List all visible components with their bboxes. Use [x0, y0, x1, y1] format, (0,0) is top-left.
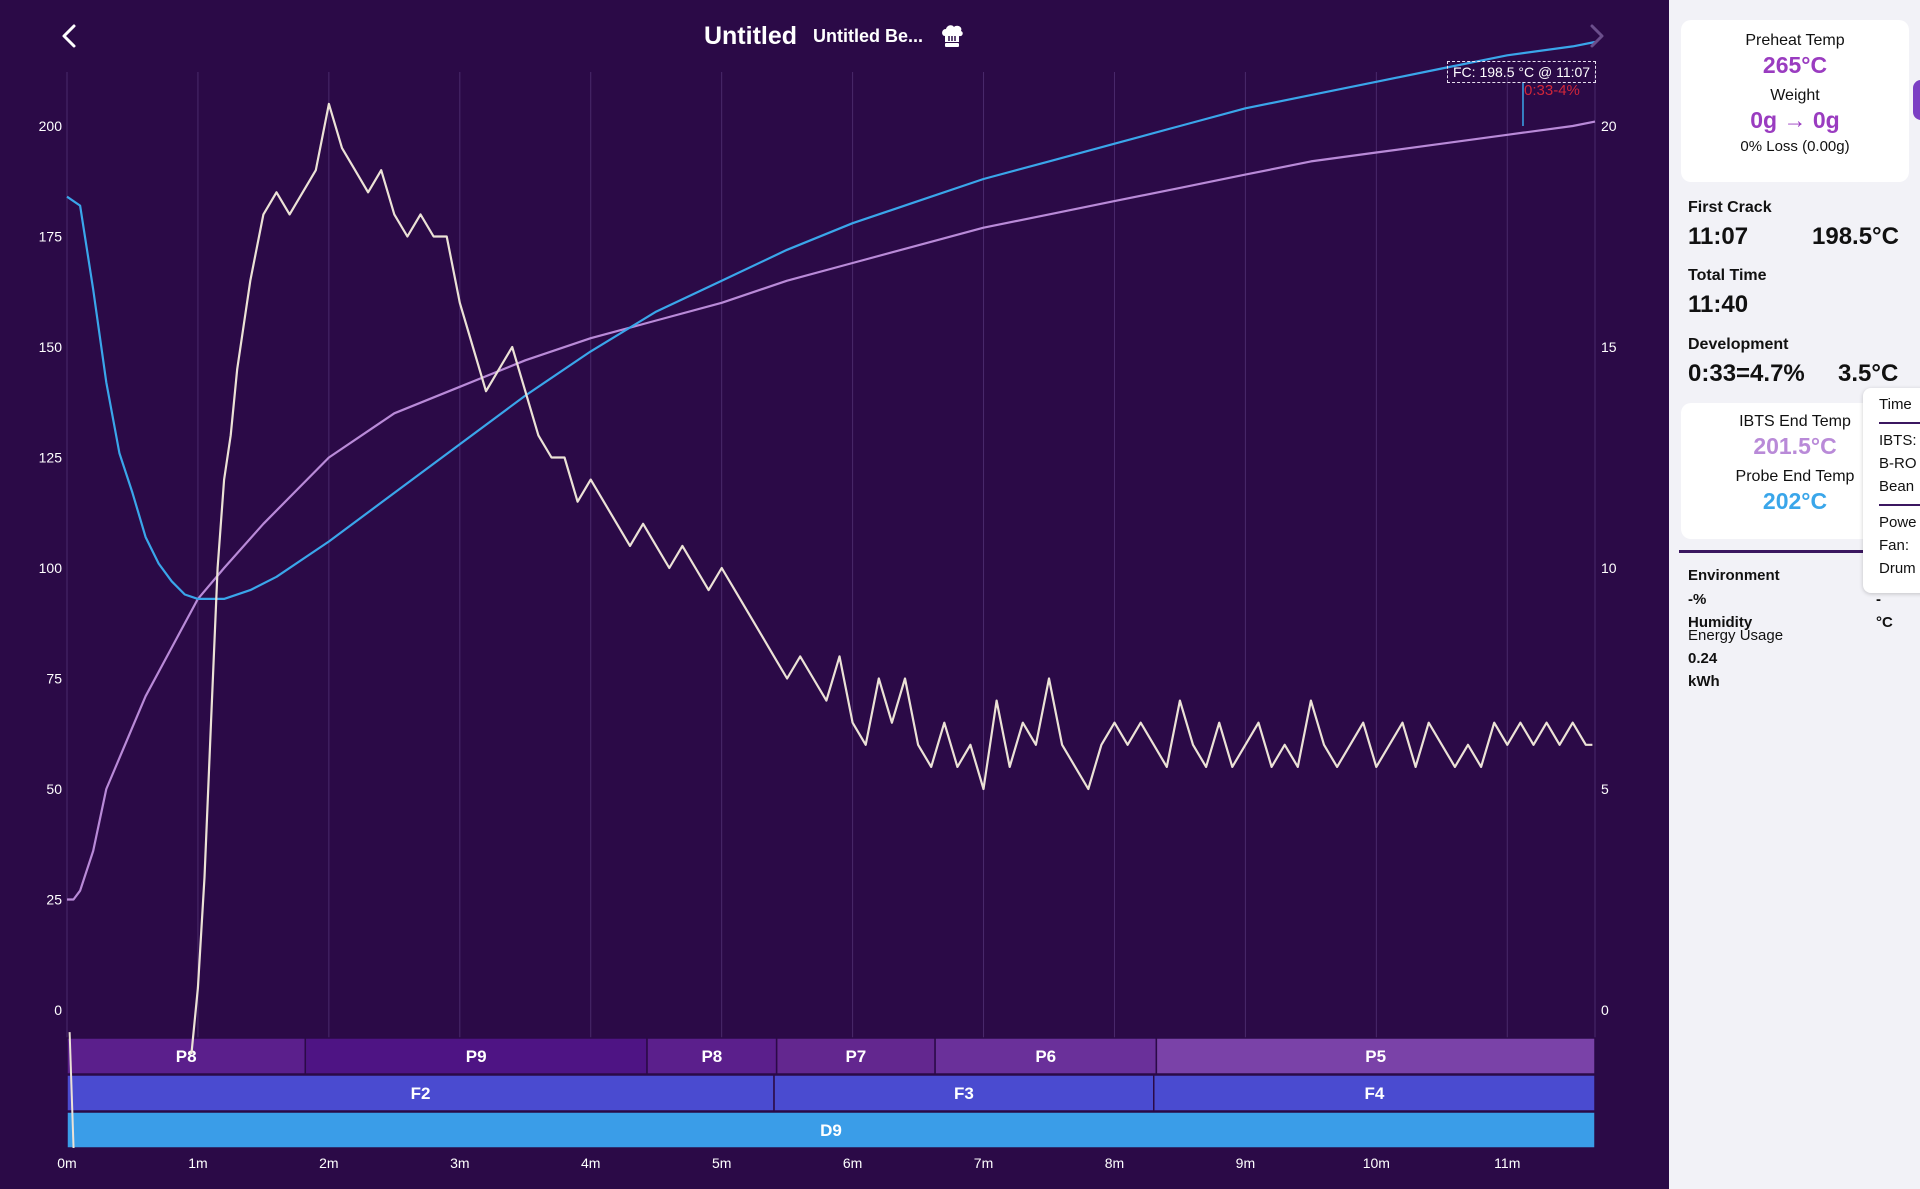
- preheat-weight-card: Preheat Temp 265°C Weight 0g → 0g 0% Los…: [1681, 20, 1909, 182]
- power-band-segment: [775, 1037, 936, 1075]
- y2-tick-label: 0: [1601, 1002, 1609, 1018]
- y2-tick-label: 20: [1601, 118, 1617, 134]
- weight-label: Weight: [1770, 87, 1820, 104]
- x-tick-label: 6m: [843, 1155, 862, 1171]
- y2-tick-label: 10: [1601, 560, 1617, 576]
- first-crack-temp: 198.5°C: [1812, 223, 1899, 250]
- power-band-segment: [1155, 1037, 1596, 1075]
- popover-fan: Fan:: [1879, 537, 1910, 554]
- forward-button[interactable]: [1578, 18, 1614, 54]
- y-tick-label: 200: [39, 118, 63, 134]
- x-tick-label: 3m: [450, 1155, 469, 1171]
- power-band-segment-label: P9: [466, 1047, 487, 1066]
- drum-band-segment-label: D9: [820, 1121, 842, 1140]
- bean-name[interactable]: Untitled Be...: [813, 25, 924, 46]
- humidity-value: -%: [1688, 591, 1707, 608]
- chevron-right-icon: [1590, 24, 1604, 48]
- x-tick-label: 7m: [974, 1155, 993, 1171]
- popover-separator: [1879, 422, 1920, 424]
- popover-time: Time: [1879, 396, 1912, 413]
- panel-tab-handle[interactable]: [1913, 80, 1920, 120]
- first-crack-label: First Crack: [1688, 199, 1772, 216]
- x-tick-label: 11m: [1494, 1155, 1520, 1171]
- roast-summary-panel: Preheat Temp 265°C Weight 0g → 0g 0% Los…: [1669, 0, 1920, 1189]
- power-band-segment: [934, 1037, 1158, 1075]
- ror-start-line: [68, 1032, 75, 1149]
- popover-bean: Bean: [1879, 478, 1915, 495]
- env-temp-value: -: [1876, 591, 1881, 608]
- y-tick-label: 100: [39, 560, 63, 576]
- y2-tick-label: 15: [1601, 339, 1617, 355]
- energy-unit: kWh: [1688, 673, 1720, 690]
- fan-band-segment-label: F4: [1364, 1084, 1384, 1103]
- roast-chart[interactable]: 0 25 50 75 100 125 150 175 200 0 5 10 15 20 P8 P9 P8 P7 P6…: [0, 0, 1669, 1189]
- energy-value: 0.24: [1688, 650, 1718, 667]
- y-tick-label: 0: [54, 1002, 62, 1018]
- power-band-segment-label: P8: [176, 1047, 197, 1066]
- y2-tick-label: 5: [1601, 781, 1609, 797]
- probe-end-value: 202°C: [1762, 488, 1828, 514]
- x-tick-label: 8m: [1105, 1155, 1124, 1171]
- env-temp-unit: °C: [1876, 614, 1893, 631]
- humidity-label: Humidity: [1688, 614, 1753, 631]
- drum-band-segment: [66, 1111, 1596, 1149]
- power-band-segment: [304, 1037, 648, 1075]
- weight-loss: 0% Loss (0.00g): [1740, 138, 1850, 155]
- fan-band-segment-label: F3: [954, 1084, 974, 1103]
- chart-header: Untitled Untitled Be...: [0, 18, 1669, 54]
- roast-title[interactable]: Untitled: [703, 21, 798, 50]
- popover-separator: [1879, 504, 1920, 506]
- x-tick-label: 9m: [1236, 1155, 1255, 1171]
- fan-band-segment: [66, 1074, 775, 1112]
- power-band-segment-label: P5: [1365, 1047, 1386, 1066]
- probe-series-line: [66, 40, 1596, 601]
- y-tick-label: 175: [39, 229, 63, 245]
- x-tick-label: 0m: [57, 1155, 76, 1171]
- power-band-segment: [646, 1037, 778, 1075]
- chevron-left-icon: [62, 24, 76, 48]
- back-button[interactable]: [52, 18, 88, 54]
- y-tick-label: 75: [46, 671, 62, 687]
- first-crack-time: 11:07: [1688, 223, 1749, 250]
- weight-value[interactable]: 0g → 0g: [1750, 107, 1840, 133]
- x-tick-label: 1m: [188, 1155, 207, 1171]
- y-tick-label: 125: [39, 450, 63, 466]
- chef-hat-icon[interactable]: [939, 23, 965, 49]
- first-crack-marker-label[interactable]: FC: 198.5 °C @ 11:07: [1447, 61, 1597, 83]
- development-label: Development: [1688, 336, 1789, 353]
- power-band-segment-label: P6: [1035, 1047, 1056, 1066]
- y-tick-label: 25: [46, 892, 62, 908]
- x-tick-label: 4m: [581, 1155, 600, 1171]
- ibts-end-label: IBTS End Temp: [1739, 413, 1851, 430]
- preheat-value: 265°C: [1762, 52, 1828, 78]
- x-tick-label: 5m: [712, 1155, 731, 1171]
- popover-drum: Drum: [1879, 560, 1916, 577]
- ror-series-line: [190, 102, 1593, 1055]
- x-tick-label: 10m: [1363, 1155, 1390, 1171]
- development-marker-label: 0:33-4%: [1524, 82, 1580, 99]
- fan-band-segment: [1153, 1074, 1596, 1112]
- x-tick-label: 2m: [319, 1155, 338, 1171]
- probe-end-label: Probe End Temp: [1735, 468, 1855, 485]
- total-time-label: Total Time: [1688, 267, 1767, 284]
- bean-series-line: [67, 120, 1596, 901]
- development-value: 0:33=4.7%: [1688, 360, 1805, 387]
- popover-power: Powe: [1879, 514, 1917, 531]
- power-band-segment-label: P7: [845, 1047, 866, 1066]
- tooltip-popover[interactable]: Time IBTS: B-RO Bean Powe Fan: Drum: [1863, 388, 1920, 593]
- preheat-label: Preheat Temp: [1745, 32, 1845, 49]
- panel-divider: [1679, 550, 1879, 553]
- total-time-value: 11:40: [1688, 291, 1749, 318]
- fan-band-segment-label: F2: [411, 1084, 431, 1103]
- y-tick-label: 50: [46, 781, 62, 797]
- development-delta: 3.5°C: [1838, 360, 1899, 387]
- ibts-end-value: 201.5°C: [1753, 433, 1837, 459]
- energy-label: Energy Usage: [1688, 627, 1784, 644]
- popover-ibts: IBTS:: [1879, 432, 1917, 449]
- environment-label: Environment: [1688, 567, 1780, 584]
- y-tick-label: 150: [39, 339, 63, 355]
- popover-bro: B-RO: [1879, 455, 1917, 472]
- roast-chart-area: 0 25 50 75 100 125 150 175 200 0 5 10 15 20 P8 P9 P8 P7 P6…: [0, 0, 1669, 1189]
- power-band-segment-label: P8: [701, 1047, 722, 1066]
